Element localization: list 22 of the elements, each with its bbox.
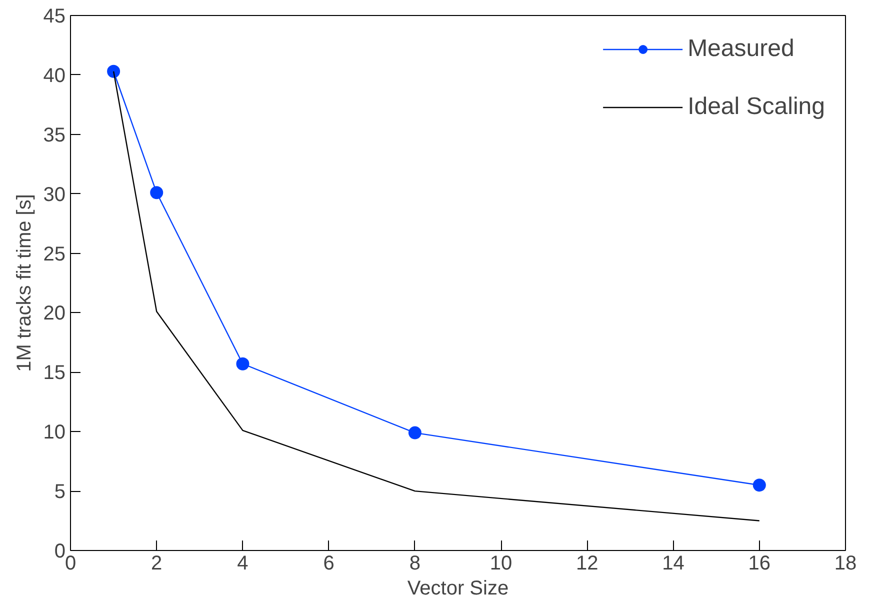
x-tick-label: 6 (323, 552, 334, 574)
legend-label: Measured (688, 35, 794, 63)
x-tick-label: 4 (237, 552, 248, 574)
x-tick-label: 10 (490, 552, 512, 574)
y-tick-label: 15 (43, 362, 66, 384)
x-axis-title: Vector Size (407, 578, 509, 600)
y-tick-label: 35 (43, 124, 66, 146)
y-tick-label: 20 (43, 302, 66, 325)
y-tick-label: 40 (43, 64, 66, 87)
y-tick-label: 5 (54, 481, 66, 504)
x-tick-label: 14 (662, 552, 684, 574)
y-tick-label: 30 (43, 184, 66, 206)
x-tick-label: 16 (748, 552, 771, 574)
legend-label: Ideal Scaling (688, 93, 825, 121)
y-tick-label: 45 (43, 6, 66, 28)
y-tick-label: 10 (43, 422, 66, 444)
x-tick-label: 18 (834, 552, 857, 574)
x-tick-label: 12 (576, 552, 598, 574)
x-tick-label: 2 (151, 552, 162, 574)
x-tick-label: 8 (409, 552, 421, 574)
y-axis-title: 1M tracks fit time [s] (13, 194, 36, 372)
y-tick-label: 25 (43, 243, 66, 266)
